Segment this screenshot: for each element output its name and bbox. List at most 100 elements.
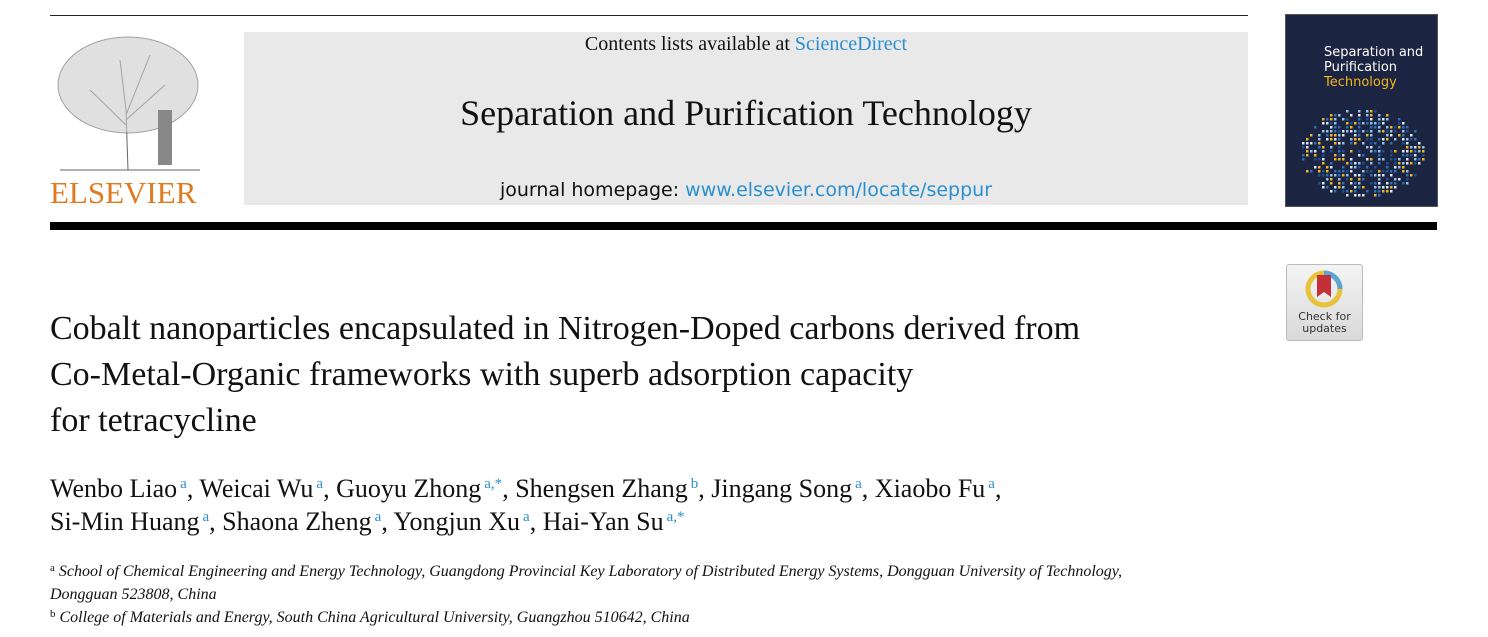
author[interactable]: Xiaobo Fu (874, 474, 986, 503)
author-affiliation-mark[interactable]: a (316, 476, 324, 492)
author-affiliation-mark[interactable]: a,* (484, 476, 503, 492)
article-title: Cobalt nanoparticles encapsulated in Nit… (50, 306, 1280, 444)
cover-dot (1334, 142, 1337, 145)
cover-dot (1354, 122, 1357, 125)
cover-dot (1346, 126, 1349, 129)
cover-dot (1334, 114, 1337, 117)
cover-dot (1414, 154, 1417, 157)
cover-dot (1370, 114, 1373, 117)
cover-dot (1302, 142, 1305, 145)
cover-dot (1362, 122, 1365, 125)
cover-dot (1306, 142, 1309, 145)
cover-dot (1382, 170, 1385, 173)
author[interactable]: Shaona Zheng (222, 507, 372, 536)
author[interactable]: Hai-Yan Su (542, 507, 664, 536)
author-affiliation-mark[interactable]: a (202, 509, 210, 525)
cover-dot (1354, 174, 1357, 177)
cover-dot (1406, 178, 1409, 181)
author-affiliation-mark[interactable]: a,* (666, 509, 685, 525)
author-affiliation-mark[interactable]: a (523, 509, 530, 525)
author[interactable]: Shengsen Zhang (515, 474, 688, 503)
cover-dot (1314, 126, 1317, 129)
cover-dot (1322, 182, 1325, 185)
cover-dot (1358, 130, 1361, 133)
author[interactable]: Si-Min Huang (50, 507, 200, 536)
cover-dot (1350, 182, 1353, 185)
header-rule (50, 222, 1437, 230)
cover-dot (1302, 158, 1305, 161)
cover-dot (1350, 158, 1353, 161)
homepage-link[interactable]: www.elsevier.com/locate/seppur (685, 179, 993, 201)
cover-dot (1330, 174, 1333, 177)
cover-dot (1382, 138, 1385, 141)
author-affiliation-mark[interactable]: b (690, 476, 699, 492)
sciencedirect-link[interactable]: ScienceDirect (794, 33, 908, 55)
cover-dot (1386, 130, 1389, 133)
cover-dot (1310, 134, 1313, 137)
cover-dot (1406, 170, 1409, 173)
cover-dot (1342, 118, 1345, 121)
cover-dot (1354, 182, 1357, 185)
cover-dot (1314, 166, 1317, 169)
cover-dot (1362, 142, 1365, 145)
author-affiliation-mark[interactable]: a (374, 509, 382, 525)
cover-dot (1406, 126, 1409, 129)
author-affiliation-mark[interactable]: a (988, 476, 995, 492)
cover-dot (1330, 134, 1333, 137)
cover-dot (1326, 122, 1329, 125)
cover-dot (1342, 170, 1345, 173)
author[interactable]: Weicai Wu (199, 474, 314, 503)
cover-dot (1414, 158, 1417, 161)
cover-dot (1346, 190, 1349, 193)
cover-dot (1346, 130, 1349, 133)
cover-dot (1342, 182, 1345, 185)
elsevier-wordmark: ELSEVIER (50, 175, 197, 210)
affiliation-a-cont: Dongguan 523808, China (50, 586, 217, 603)
cover-dot (1398, 118, 1401, 121)
title-line: Cobalt nanoparticles encapsulated in Nit… (50, 310, 1081, 347)
cover-dot (1334, 126, 1337, 129)
author[interactable]: Jingang Song (711, 474, 853, 503)
cover-dot (1330, 146, 1333, 149)
journal-cover[interactable]: Separation and Purification Technology (1285, 14, 1438, 207)
cover-dot (1326, 170, 1329, 173)
author[interactable]: Yongjun Xu (393, 507, 521, 536)
author-affiliation-mark[interactable]: a (855, 476, 862, 492)
cover-dot (1342, 174, 1345, 177)
cover-dot (1370, 130, 1373, 133)
cover-dot (1358, 110, 1361, 113)
cover-dot (1326, 186, 1329, 189)
cover-dot (1418, 162, 1421, 165)
cover-dot (1342, 158, 1345, 161)
cover-dot (1402, 126, 1405, 129)
cover-dot (1406, 182, 1409, 185)
cover-dot (1338, 130, 1341, 133)
author[interactable]: Guoyu Zhong (336, 474, 482, 503)
cover-dot (1354, 142, 1357, 145)
cover-dot (1318, 182, 1321, 185)
cover-dot (1326, 166, 1329, 169)
cover-dot (1350, 138, 1353, 141)
cover-dot (1378, 138, 1381, 141)
check-for-updates-button[interactable]: Check for updates (1286, 264, 1363, 341)
cover-dot (1410, 162, 1413, 165)
cover-dot (1374, 190, 1377, 193)
cover-dot (1310, 170, 1313, 173)
cover-dot (1378, 150, 1381, 153)
affiliations: a School of Chemical Engineering and Ener… (50, 560, 1280, 629)
cover-dot (1338, 138, 1341, 141)
cover-dot (1398, 122, 1401, 125)
cover-dot (1358, 138, 1361, 141)
cover-dot (1394, 178, 1397, 181)
author-affiliation-mark[interactable]: a (180, 476, 187, 492)
author[interactable]: Wenbo Liao (50, 474, 178, 503)
contents-prefix: Contents lists available at (584, 33, 795, 55)
cover-dot (1306, 138, 1309, 141)
cover-dot (1354, 186, 1357, 189)
cover-dot (1378, 154, 1381, 157)
cover-dot (1342, 166, 1345, 169)
cover-dot (1342, 186, 1345, 189)
cover-dot (1350, 178, 1353, 181)
cover-dot (1378, 174, 1381, 177)
cover-dot (1366, 146, 1369, 149)
